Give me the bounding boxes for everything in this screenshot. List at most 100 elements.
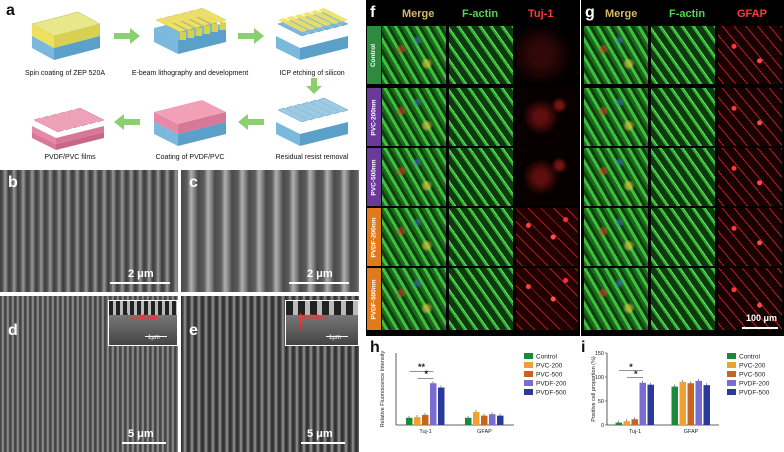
- legend-swatch-pvdf500: [524, 389, 533, 395]
- bar-tuj-1-pvdf500: [647, 384, 654, 425]
- step-caption-1: Spin coating of ZEP 520A: [24, 70, 106, 77]
- schematic-ebeam: [154, 7, 227, 54]
- significance-mark: *: [629, 362, 633, 372]
- panel-label-a: a: [6, 2, 15, 19]
- row-tab-pvdf200: PVDF-200nm: [367, 208, 381, 266]
- significance-mark: *: [425, 369, 429, 379]
- legend-swatch-pvdf200: [524, 380, 533, 386]
- arrow-right-1: [114, 28, 140, 44]
- panel-label-f: f: [370, 4, 376, 21]
- schematic-coating: [154, 100, 226, 146]
- chart-h: Relative Fluorescence Intensity Tuj-1 GFAP…: [380, 351, 567, 435]
- panel-i: i Positive cell proportion (%) 0 50 100 150 T…: [577, 337, 784, 452]
- cross-section-inset-d: d=200nm 1μm: [108, 300, 178, 346]
- arrow-left-1: [238, 114, 264, 130]
- scale-text-g: 100 μm: [746, 313, 778, 323]
- bar-tuj-1-pvc500: [422, 414, 429, 425]
- y-tick-label: 50: [598, 399, 604, 405]
- image-f-pvc200-tuj: [516, 88, 578, 146]
- y-tick-label: 0: [601, 423, 604, 429]
- scale-bar-g: [742, 327, 778, 329]
- step-caption-5: Coating of PVDF/PVC: [155, 154, 225, 161]
- panel-label-d: d: [8, 322, 18, 339]
- bar-gfap-pvdf500: [703, 385, 710, 425]
- image-g-pvdf200-gfap: [718, 208, 782, 266]
- image-f-pvdf200-act: [449, 208, 513, 266]
- panel-c: c 2 μm: [181, 170, 359, 292]
- image-g-pvdf200-act: [651, 208, 715, 266]
- bar-tuj-1-control: [615, 422, 622, 425]
- row-tab-control: Control: [367, 26, 381, 84]
- image-g-pvdf500-gfap: [718, 268, 782, 330]
- image-f-pvc200-merge: [382, 88, 446, 146]
- image-f-pvdf500-act: [449, 268, 513, 330]
- legend-swatch-control: [524, 353, 533, 359]
- scale-bar-c: [289, 282, 349, 284]
- bar-gfap-pvc500: [687, 383, 694, 425]
- y-tick-label: 100: [595, 375, 604, 381]
- image-g-control-gfap: [718, 26, 782, 84]
- image-f-pvdf200-merge: [382, 208, 446, 266]
- y-tick-label: 150: [595, 351, 604, 357]
- image-f-control-merge: [382, 26, 446, 84]
- scale-bar-b: [110, 282, 170, 284]
- x-tick-label: Tuj-1: [629, 429, 641, 435]
- row-tab-pvc500: PVC-500nm: [367, 148, 381, 206]
- schematic-resist-removal: [276, 97, 349, 146]
- image-g-pvc200-gfap: [718, 88, 782, 146]
- y-axis-label: Positive cell proportion (%): [591, 356, 597, 422]
- legend-swatch-pvdf200: [727, 380, 736, 386]
- panel-e: e d=500nm 1μm 5 μm: [181, 296, 359, 452]
- col-head-g-merge: Merge: [605, 8, 638, 20]
- significance-mark: *: [634, 369, 638, 379]
- bar-tuj-1-pvc200: [623, 421, 630, 425]
- legend-swatch-pvc500: [727, 371, 736, 377]
- col-head-f-merge: Merge: [402, 8, 435, 20]
- bar-tuj-1-pvdf200: [430, 383, 437, 425]
- scale-text-c: 2 μm: [307, 268, 333, 280]
- image-f-control-act: [449, 26, 513, 84]
- image-f-pvdf500-merge: [382, 268, 446, 330]
- dimension-annotation-e: d=500nm: [302, 315, 329, 321]
- x-tick-label: GFAP: [684, 429, 699, 435]
- legend-label-pvdf500: PVDF-500: [739, 390, 770, 397]
- bar-tuj-1-pvdf200: [639, 382, 646, 425]
- col-head-f-factin: F-actin: [462, 8, 499, 20]
- col-head-g-factin: F-actin: [669, 8, 706, 20]
- schematic-films: [32, 107, 105, 150]
- row-tab-pvdf500: PVDF-500nm: [367, 268, 381, 330]
- panel-label-e: e: [189, 322, 198, 339]
- legend-swatch-control: [727, 353, 736, 359]
- col-head-f-tuj1: Tuj-1: [528, 8, 554, 20]
- legend-swatch-pvc500: [524, 371, 533, 377]
- legend-label-pvc200: PVC-200: [739, 363, 766, 370]
- bar-tuj-1-pvc500: [631, 419, 638, 425]
- image-f-control-tuj: [516, 26, 578, 84]
- image-g-pvc500-gfap: [718, 148, 782, 206]
- image-g-pvc500-merge: [584, 148, 648, 206]
- step-caption-3: ICP etching of silicon: [279, 70, 345, 77]
- scale-bar-e: [301, 442, 345, 444]
- inset-scale-text-e: 1μm: [329, 335, 341, 341]
- image-g-pvc200-merge: [584, 88, 648, 146]
- image-f-pvdf200-tuj: [516, 208, 578, 266]
- scale-text-b: 2 μm: [128, 268, 154, 280]
- panel-h: h Relative Fluorescence Intensity Tuj-1 GF…: [366, 337, 576, 452]
- bar-gfap-control: [465, 417, 472, 425]
- image-g-pvc200-act: [651, 88, 715, 146]
- legend-label-pvdf200: PVDF-200: [739, 381, 770, 388]
- image-g-control-act: [651, 26, 715, 84]
- panel-label-h: h: [370, 339, 380, 356]
- bar-gfap-control: [671, 386, 678, 425]
- panel-label-b: b: [8, 174, 18, 191]
- row-tab-pvc200: PVC-200nm: [367, 88, 381, 146]
- legend-swatch-pvc200: [727, 362, 736, 368]
- col-head-g-gfap: GFAP: [737, 8, 767, 20]
- panel-label-g: g: [585, 4, 595, 21]
- x-tick-label: Tuj-1: [419, 429, 431, 435]
- schematic-spin-coating: [31, 11, 101, 60]
- step-caption-2: E-beam lithography and development: [131, 70, 249, 77]
- chart-i: Positive cell proportion (%) 0 50 100 150 Tuj…: [591, 351, 770, 435]
- image-g-pvdf500-merge: [584, 268, 648, 330]
- bar-gfap-pvc200: [679, 381, 686, 425]
